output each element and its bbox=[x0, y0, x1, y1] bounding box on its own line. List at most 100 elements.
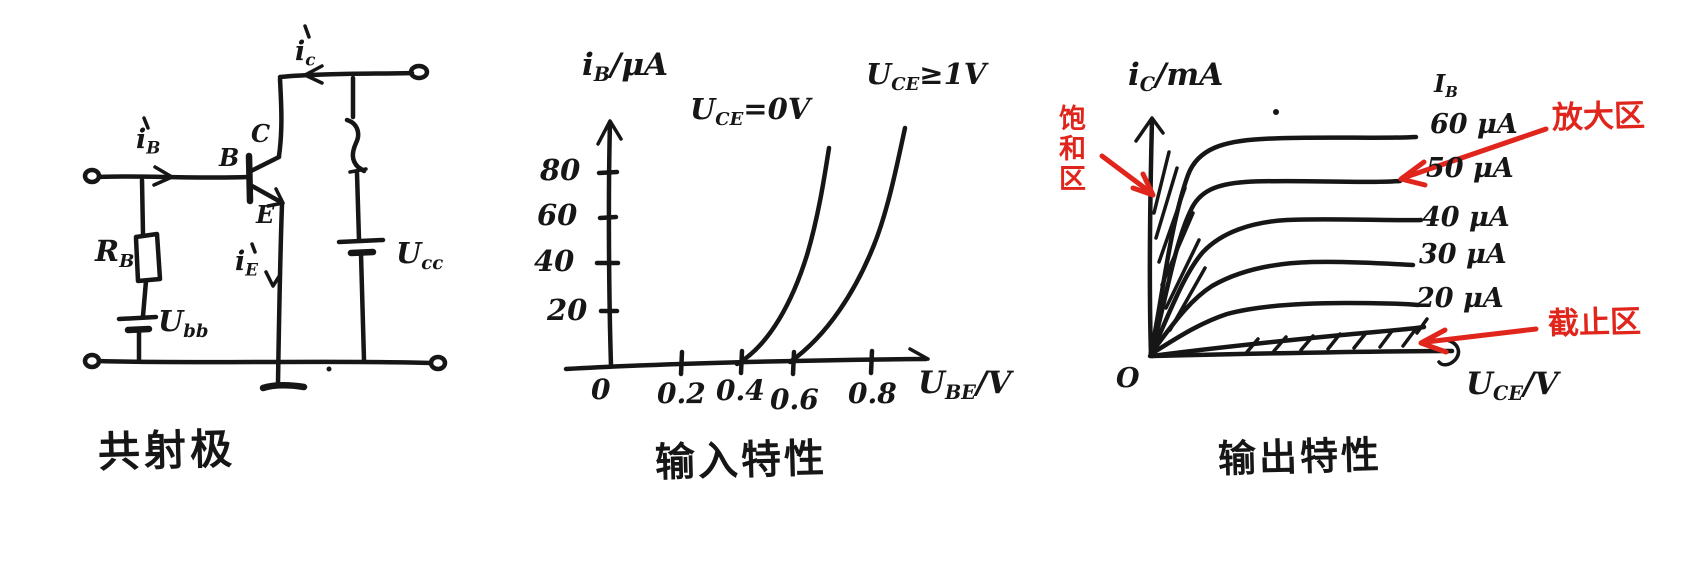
ground-symbol bbox=[259, 382, 308, 392]
input-x-tick-02 bbox=[678, 349, 685, 377]
input-x-axis-label: UBE/V bbox=[918, 365, 1012, 405]
output-family-label-ib: IB bbox=[1434, 69, 1458, 101]
cutoff-curve-end-flick bbox=[1415, 317, 1429, 335]
input-x-arrowhead bbox=[908, 347, 930, 361]
emitter-terminal-label: E bbox=[256, 200, 275, 229]
ic-accent bbox=[303, 24, 311, 39]
output-chart-caption: 输出特性 bbox=[1217, 434, 1383, 482]
wire-to-rb bbox=[139, 177, 146, 237]
battery-ucc-plate-long bbox=[336, 237, 386, 245]
output-curve-ib20 bbox=[1148, 300, 1421, 357]
saturation-arrowhead bbox=[1130, 171, 1156, 198]
output-curve-label-60: 60 μA bbox=[1430, 109, 1518, 140]
region-annotation-arrows bbox=[1099, 126, 1549, 355]
input-x-tick-08 bbox=[868, 348, 875, 376]
bottom-right-terminal bbox=[428, 354, 448, 372]
cutoff-hatching bbox=[1245, 328, 1417, 354]
input-curve-uce-0v bbox=[734, 145, 832, 367]
input-curve-uce-ge1v bbox=[787, 125, 908, 365]
output-curve-ib30 bbox=[1148, 259, 1416, 356]
cutoff-region-label: 截止区 bbox=[1547, 303, 1642, 342]
input-terminal bbox=[82, 167, 102, 185]
input-chart-caption: 输入特性 bbox=[654, 436, 828, 486]
input-y-tick-80 bbox=[596, 169, 620, 176]
ucc-hook-foot bbox=[348, 167, 368, 174]
amplification-region-label: 放大区 bbox=[1551, 97, 1646, 136]
output-curve-ib0-cutoff bbox=[1149, 324, 1427, 359]
collector-terminal-label: C bbox=[251, 119, 271, 148]
bottom-left-terminal bbox=[82, 352, 102, 370]
circuit-drawing bbox=[82, 24, 448, 392]
cutoff-arrow bbox=[1423, 326, 1539, 345]
output-x-axis-label: UCE/V bbox=[1466, 366, 1559, 406]
input-x-tick-label: 0.8 bbox=[848, 377, 897, 410]
output-curve-label-40: 40 μA bbox=[1422, 202, 1510, 233]
transistor-emitter-stroke bbox=[249, 183, 282, 204]
wire-ucc-to-rail bbox=[358, 251, 367, 363]
saturation-region-label: 饱和区 bbox=[1055, 104, 1085, 194]
input-y-tick-label: 60 bbox=[537, 198, 578, 232]
output-origin-label: O bbox=[1116, 363, 1140, 394]
ie-arrowhead bbox=[264, 270, 282, 288]
transistor-base-bar bbox=[245, 152, 254, 205]
transistor-collector-stroke bbox=[248, 154, 282, 174]
ink-speck bbox=[1273, 109, 1279, 115]
input-y-tick-label: 40 bbox=[534, 244, 575, 278]
output-curve-ib60 bbox=[1148, 134, 1419, 356]
wire-rb-to-ubb bbox=[140, 278, 149, 319]
input-x-axis bbox=[563, 356, 929, 372]
saturation-arrow bbox=[1099, 153, 1153, 195]
source-ucc-label: Ucc bbox=[396, 236, 444, 274]
output-curve-ib40 bbox=[1148, 217, 1424, 356]
input-y-tick-label: 80 bbox=[540, 153, 581, 187]
current-ic-label: ic bbox=[295, 36, 316, 70]
input-x-tick-label: 0 bbox=[591, 373, 611, 406]
input-y-axis bbox=[606, 119, 614, 369]
output-x-end-hook bbox=[1437, 338, 1461, 367]
ie-accent bbox=[250, 242, 257, 254]
circuit-caption: 共射极 bbox=[97, 425, 237, 476]
emitter-wire bbox=[275, 201, 285, 386]
resistor-rb-label: RB bbox=[95, 234, 135, 272]
output-curve-label-50: 50 μA bbox=[1426, 153, 1514, 184]
battery-ubb-plate-long bbox=[116, 314, 159, 322]
input-x-tick-06 bbox=[790, 349, 797, 377]
output-curve-label-20: 20 μA bbox=[1416, 283, 1504, 314]
output-y-arrowhead bbox=[1134, 116, 1165, 143]
ucc-hook bbox=[344, 117, 367, 174]
collector-riser bbox=[276, 76, 284, 159]
input-x-tick-label: 0.6 bbox=[770, 383, 819, 416]
output-curve-label-30: 30 μA bbox=[1419, 239, 1507, 270]
cutoff-arrowhead bbox=[1418, 327, 1449, 355]
ib-accent bbox=[142, 116, 150, 130]
input-curve-label-uce1: UCE≥1V bbox=[866, 57, 987, 95]
ib-arrowhead bbox=[152, 165, 174, 187]
input-y-tick-label: 20 bbox=[547, 293, 588, 327]
current-ie-label: iE bbox=[235, 246, 259, 280]
input-x-tick-label: 0.2 bbox=[657, 377, 706, 410]
ink-speck bbox=[326, 366, 332, 372]
wire-to-ucc-battery bbox=[354, 170, 362, 243]
top-right-terminal bbox=[408, 63, 430, 81]
input-y-arrowhead bbox=[596, 119, 623, 146]
output-y-axis-label: iC/mA bbox=[1128, 57, 1224, 97]
base-terminal-label: B bbox=[219, 143, 240, 172]
output-x-axis bbox=[1147, 348, 1455, 359]
base-wire bbox=[96, 174, 251, 180]
resistor-rb bbox=[133, 231, 163, 284]
output-y-axis bbox=[1147, 117, 1155, 358]
ic-arrowhead bbox=[303, 64, 324, 85]
input-y-axis-label: iB/μA bbox=[582, 47, 669, 87]
input-x-tick-label: 0.4 bbox=[716, 374, 765, 407]
input-y-tick-60 bbox=[597, 214, 619, 221]
bottom-rail bbox=[96, 358, 434, 366]
top-rail bbox=[277, 70, 415, 80]
output-curve-ib50 bbox=[1148, 178, 1403, 356]
input-curve-label-uce0: UCE=0V bbox=[690, 92, 811, 130]
amplification-arrow bbox=[1403, 126, 1549, 180]
saturation-hatching bbox=[1152, 150, 1207, 332]
current-ib-label: iB bbox=[136, 124, 161, 158]
input-chart-drawing bbox=[563, 119, 930, 377]
